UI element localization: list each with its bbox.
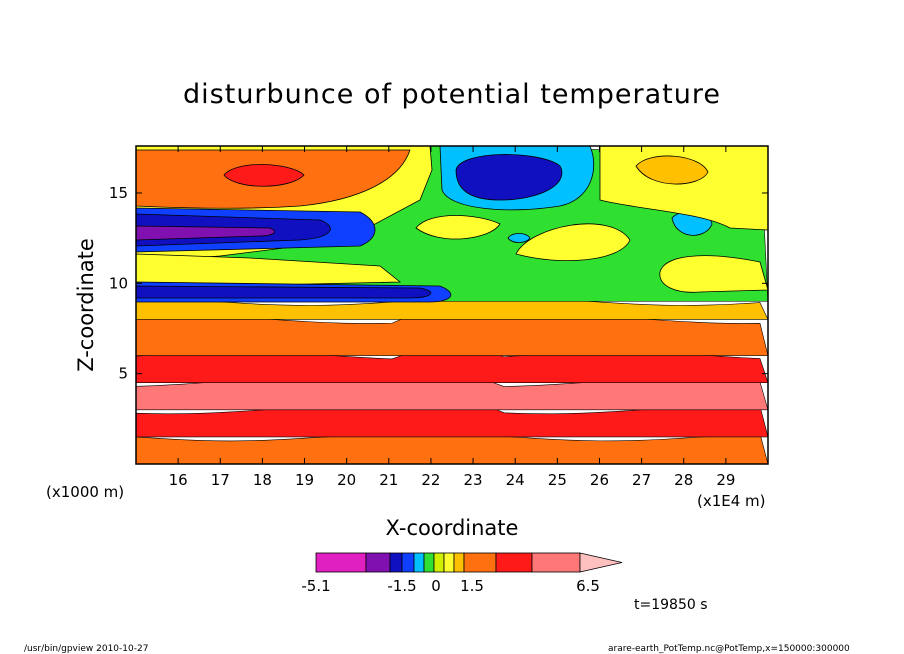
- colorbar-labels: -5.1 -1.5 0 1.5 6.5: [301, 577, 600, 595]
- colorbar-segment: [433, 552, 445, 573]
- x-tick-label: 28: [674, 471, 693, 489]
- x-tick-label: 20: [337, 471, 356, 489]
- y-axis-label: Z-coordinate: [74, 238, 98, 372]
- colorbar: [315, 552, 623, 573]
- colorbar-segment: [495, 552, 533, 573]
- contour-features: [136, 146, 768, 303]
- x-axis-ticks: 16 17 18 19 20 21 22 23 24 25 26 27 28 29: [169, 146, 735, 489]
- colorbar-segment: [453, 552, 465, 573]
- x-tick-label: 16: [169, 471, 188, 489]
- colorbar-segment: [315, 552, 367, 573]
- colorbar-arrow: [579, 552, 623, 573]
- x-unit-label: (x1E4 m): [697, 492, 766, 510]
- colorbar-label: 6.5: [576, 577, 600, 595]
- colorbar-segment: [413, 552, 425, 573]
- x-tick-label: 23: [464, 471, 483, 489]
- x-tick-label: 25: [548, 471, 567, 489]
- time-label: t=19850 s: [634, 597, 708, 613]
- colorbar-segment: [531, 552, 581, 573]
- x-tick-label: 17: [211, 471, 230, 489]
- contour-region-purple-core: [136, 225, 275, 241]
- y-unit-label: (x1000 m): [46, 483, 124, 501]
- x-tick-label: 26: [590, 471, 609, 489]
- colorbar-segment: [443, 552, 455, 573]
- colorbar-segment: [365, 552, 391, 573]
- colorbar-segment: [423, 552, 435, 573]
- colorbar-label: -5.1: [301, 577, 330, 595]
- y-tick-label: 15: [109, 184, 128, 202]
- x-tick-label: 21: [379, 471, 398, 489]
- contour-region-lower-yellow: [136, 253, 402, 289]
- x-tick-label: 18: [253, 471, 272, 489]
- colorbar-segment: [401, 552, 415, 573]
- y-tick-label: 10: [109, 274, 128, 292]
- x-tick-label: 29: [716, 471, 735, 489]
- x-tick-label: 24: [506, 471, 525, 489]
- colorbar-segment: [463, 552, 497, 573]
- chart-title: disturbunce of potential temperature: [183, 79, 721, 110]
- x-axis-label: X-coordinate: [386, 516, 519, 540]
- plot-frame: [135, 145, 769, 465]
- y-axis-ticks: 5 10 15: [109, 184, 768, 383]
- x-tick-label: 27: [632, 471, 651, 489]
- contour-region-yellow-patch-2: [515, 223, 631, 261]
- contour-region-upper-right-orange: [635, 155, 709, 185]
- contour-band-red: [136, 351, 768, 383]
- footer-right: arare-earth_PotTemp.nc@PotTemp,x=150000:…: [608, 644, 850, 654]
- contour-region-cyan-small: [507, 233, 531, 243]
- x-tick-label: 19: [295, 471, 314, 489]
- contour-region-darkblue-lower: [136, 285, 432, 299]
- contour-region-blue-cell: [455, 154, 563, 201]
- colorbar-label: 1.5: [460, 577, 484, 595]
- plot-area: [136, 146, 768, 464]
- contour-region-right-yellow-patch: [659, 255, 768, 293]
- contour-region-yellow-patch-1: [415, 215, 501, 240]
- colorbar-segment: [389, 552, 403, 573]
- colorbar-label: 0: [431, 577, 441, 595]
- footer-left: /usr/bin/gpview 2010-10-27: [24, 644, 148, 654]
- colorbar-label: -1.5: [387, 577, 416, 595]
- x-tick-label: 22: [421, 471, 440, 489]
- y-tick-label: 5: [118, 365, 128, 383]
- contour-region-red-cell: [223, 164, 305, 187]
